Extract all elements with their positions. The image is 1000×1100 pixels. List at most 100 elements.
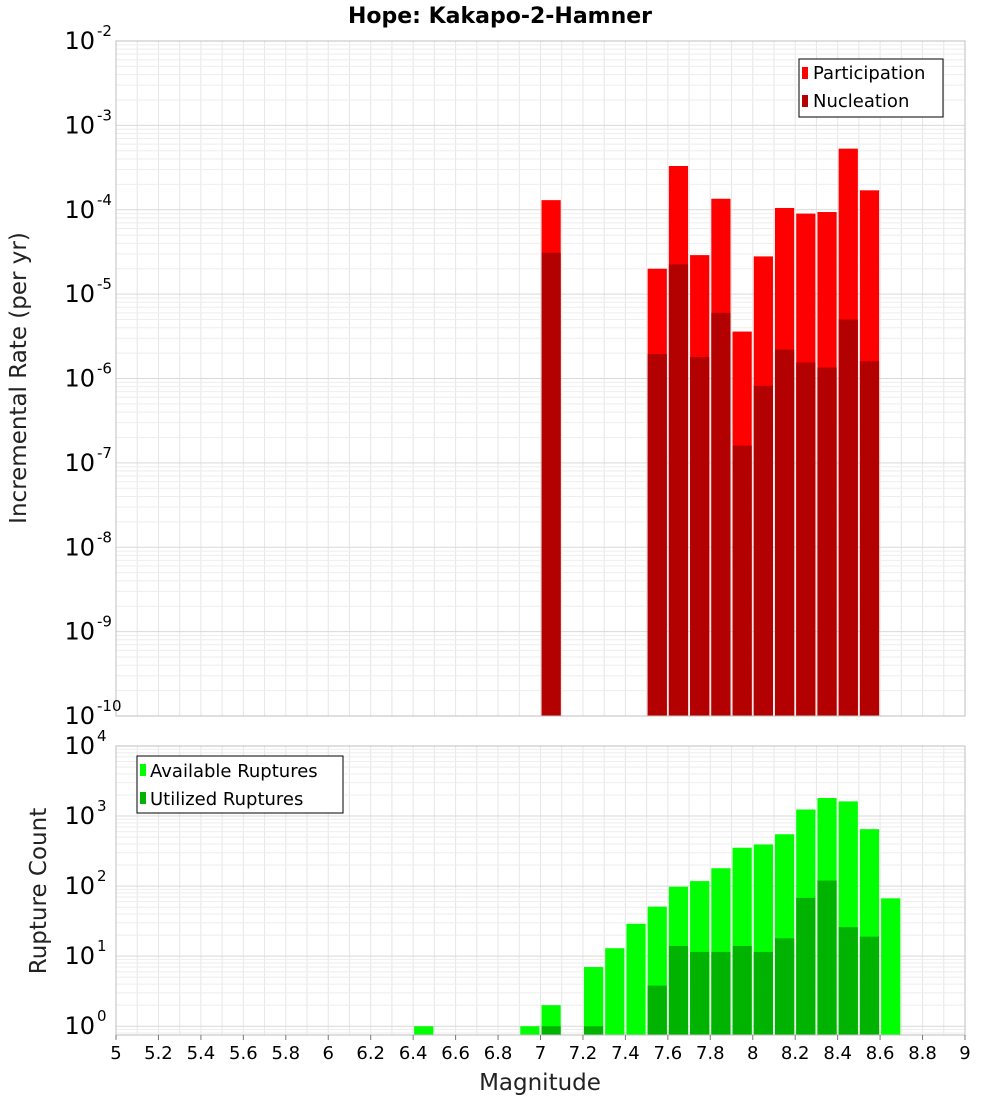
y-tick-exponent: -8 [97,528,112,546]
x-axis-label: Magnitude [479,1070,601,1096]
count-bar-utilized-ruptures [753,951,773,1035]
rate-bar-nucleation [753,385,773,716]
count-bar-available-ruptures [583,967,604,1035]
rate-bar-nucleation [838,319,858,716]
rate-bar-nucleation [817,367,837,716]
count-bar-utilized-ruptures [668,945,689,1035]
y-tick-exponent: 0 [97,1007,107,1025]
y-tick-base: 10 [64,702,95,730]
y-tick-label: 10 [64,732,95,760]
y-tick-base: 10 [64,280,95,308]
bottom-y-axis-label: Rupture Count [26,808,52,974]
count-bar-utilized-ruptures [647,985,667,1035]
y-tick-base: 10 [64,365,95,393]
y-tick-exponent: -4 [97,191,112,209]
y-tick-base: 10 [64,618,95,646]
count-bar-utilized-ruptures [774,938,795,1035]
y-tick-label: 10 [64,280,95,308]
rate-bar-nucleation [668,264,689,716]
bottom-legend: Available Ruptures Utilized Ruptures [136,755,344,814]
x-tick-label: 7.4 [611,1043,640,1064]
x-tick-label: 7.2 [569,1043,598,1064]
nucleation-legend-swatch [802,95,808,107]
x-tick-label: 5.8 [271,1043,300,1064]
y-tick-exponent: 3 [97,797,107,815]
bottom-legend-box [136,755,344,814]
y-tick-exponent: -3 [97,106,112,124]
y-tick-label: 10 [64,111,95,139]
y-tick-exponent: 1 [97,937,107,955]
y-tick-label: 10 [64,365,95,393]
top-y-axis-label: Incremental Rate (per yr) [6,232,32,524]
y-tick-base: 10 [64,732,95,760]
x-axis-ticks: 5 5.2 5.4 5.6 5.8 6 6.2 6.4 6.6 6.8 7 7.2 7.4 7.6 7.8 8… [110,1035,971,1064]
count-bar-available-ruptures [605,948,625,1035]
top-legend-box [798,58,944,118]
y-tick-base: 10 [64,196,95,224]
x-tick-label: 6.4 [399,1043,428,1064]
x-tick-label: 8.6 [866,1043,895,1064]
count-bar-available-ruptures [414,1026,434,1035]
count-bar-utilized-ruptures [732,945,752,1035]
x-tick-label: 7.6 [654,1043,683,1064]
y-tick-base: 10 [64,27,95,55]
y-tick-exponent: -5 [97,275,112,293]
x-tick-label: 6.6 [441,1043,470,1064]
y-tick-label: 10 [64,1012,95,1040]
y-tick-label: 10 [64,702,95,730]
x-tick-label: 6.2 [356,1043,385,1064]
y-tick-base: 10 [64,449,95,477]
y-tick-label: 10 [64,942,95,970]
y-tick-exponent: -2 [97,22,112,40]
y-tick-base: 10 [64,942,95,970]
bottom-panel-bars [414,798,901,1035]
count-bar-available-ruptures [520,1026,540,1035]
x-tick-label: 6.8 [484,1043,513,1064]
y-tick-exponent: -9 [97,613,112,631]
count-bar-utilized-ruptures [690,951,710,1035]
count-bar-utilized-ruptures [838,927,858,1035]
y-tick-exponent: -10 [97,697,122,715]
x-tick-label: 8.8 [908,1043,937,1064]
available-ruptures-legend-swatch [140,764,146,776]
y-tick-base: 10 [64,111,95,139]
y-tick-label: 10 [64,618,95,646]
y-tick-exponent: 4 [97,727,107,745]
x-tick-label: 8 [747,1043,758,1064]
chart-title: Hope: Kakapo-2-Hamner [348,4,652,29]
rate-bar-nucleation [774,349,795,716]
rate-bar-nucleation [690,356,710,716]
x-tick-label: 7.8 [696,1043,725,1064]
y-tick-base: 10 [64,872,95,900]
x-tick-label: 5 [110,1043,121,1064]
top-panel-grid [115,40,966,717]
x-tick-label: 5.4 [187,1043,216,1064]
count-bar-utilized-ruptures [711,951,731,1035]
x-tick-label: 8.4 [823,1043,852,1064]
y-tick-base: 10 [64,1012,95,1040]
participation-legend-swatch [802,67,808,79]
y-tick-exponent: 2 [97,867,107,885]
x-tick-label: 5.6 [229,1043,258,1064]
y-tick-exponent: -6 [97,360,112,378]
participation-legend-label: Participation [813,63,925,84]
x-tick-label: 7 [535,1043,546,1064]
rate-bar-nucleation [541,252,561,716]
x-tick-label: 9 [959,1043,970,1064]
y-tick-label: 10 [64,802,95,830]
count-bar-available-ruptures [881,898,901,1035]
rate-bar-nucleation [796,362,816,716]
rate-bar-nucleation [647,354,667,716]
count-bar-utilized-ruptures [796,897,816,1035]
count-bar-utilized-ruptures [583,1026,604,1035]
count-bar-utilized-ruptures [859,936,880,1035]
x-tick-label: 6 [323,1043,334,1064]
count-bar-utilized-ruptures [817,880,837,1035]
top-panel-bars [541,148,880,717]
rate-bar-nucleation [732,445,752,716]
y-tick-label: 10 [64,27,95,55]
y-tick-label: 10 [64,533,95,561]
y-tick-exponent: -7 [97,444,112,462]
